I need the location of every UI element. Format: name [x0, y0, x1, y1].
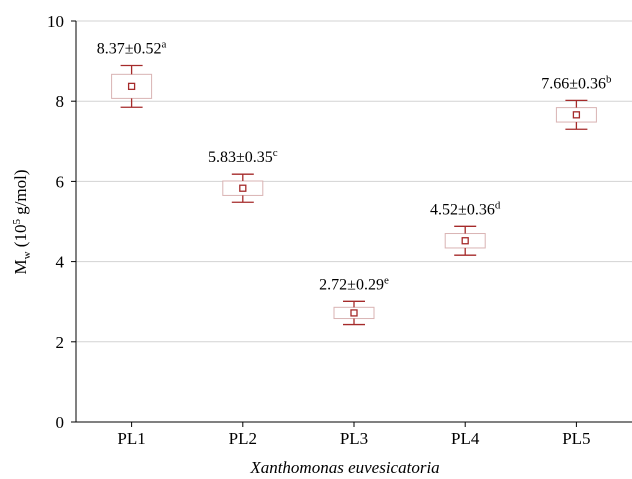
- data-label: 2.72±0.29e: [319, 274, 389, 293]
- box-plot-pl4: [444, 225, 486, 256]
- x-tick-label: PL2: [229, 429, 257, 448]
- mean-marker: [350, 309, 358, 317]
- y-tick-label: 10: [47, 12, 64, 31]
- box-plot-pl5: [555, 99, 597, 130]
- y-tick-label: 2: [56, 333, 65, 352]
- axes: [71, 20, 632, 427]
- mean-marker: [572, 111, 581, 119]
- mean-marker: [127, 82, 136, 91]
- tick-labels: 0 2 4 6 8 10 PL1 PL2 PL3 PL4 PL5: [47, 12, 591, 448]
- x-tick-label: PL3: [340, 429, 368, 448]
- x-tick-label: PL4: [451, 429, 480, 448]
- box-plot-pl1: [111, 64, 153, 108]
- x-tick-label: PL5: [562, 429, 590, 448]
- y-axis-label: Mw (105 g/mol): [11, 169, 33, 274]
- data-labels: 8.37±0.52a 5.83±0.35c 2.72±0.29e 4.52±0.36d…: [97, 39, 612, 294]
- y-tick-label: 4: [56, 253, 65, 272]
- data-label: 5.83±0.35c: [208, 147, 278, 166]
- box-plot-marks: [111, 64, 597, 326]
- data-label: 4.52±0.36d: [430, 199, 501, 218]
- y-tick-label: 0: [56, 413, 65, 432]
- box-plot-pl3: [333, 300, 375, 326]
- y-tick-label: 6: [56, 172, 65, 191]
- mean-marker: [461, 237, 469, 245]
- data-label: 8.37±0.52a: [97, 39, 167, 58]
- x-tick-label: PL1: [117, 429, 145, 448]
- data-label: 7.66±0.36b: [541, 73, 612, 92]
- mean-marker: [239, 184, 247, 192]
- y-tick-label: 8: [56, 92, 65, 111]
- box-plot-pl2: [222, 173, 264, 203]
- x-axis-label: Xanthomonas euvesicatoria: [249, 458, 439, 477]
- gridlines: [76, 20, 632, 343]
